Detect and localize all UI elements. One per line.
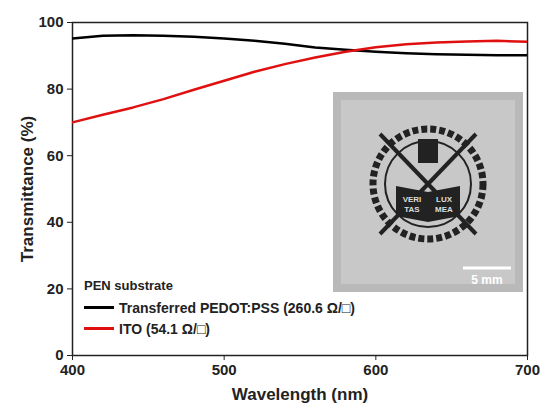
html-text:ITO (54.1 Ω/□): ITO (54.1 Ω/□) — [119, 320, 210, 337]
svg-text:Transmittance (%): Transmittance (%) — [18, 116, 37, 262]
svg-text:LUX: LUX — [436, 195, 453, 204]
svg-text:700: 700 — [515, 361, 540, 378]
svg-text:TAS: TAS — [404, 205, 420, 214]
svg-text:0: 0 — [55, 346, 64, 364]
svg-text:400: 400 — [60, 361, 85, 378]
svg-text:MEA: MEA — [435, 205, 453, 214]
svg-text:80: 80 — [47, 80, 64, 97]
svg-text:5 mm: 5 mm — [471, 273, 502, 287]
svg-text:500: 500 — [212, 361, 237, 378]
svg-text:20: 20 — [47, 280, 64, 297]
svg-text:100: 100 — [38, 13, 63, 30]
svg-text:60: 60 — [47, 147, 64, 164]
svg-text:40: 40 — [47, 213, 64, 230]
html-text:Transferred PEDOT:PSS (260.6 Ω: Transferred PEDOT:PSS (260.6 Ω/□) — [119, 299, 355, 316]
svg-text:Wavelength (nm): Wavelength (nm) — [232, 385, 368, 404]
html-text:PEN substrate: PEN substrate — [84, 278, 173, 293]
svg-text:VERI: VERI — [403, 195, 422, 204]
svg-text:600: 600 — [363, 361, 388, 378]
